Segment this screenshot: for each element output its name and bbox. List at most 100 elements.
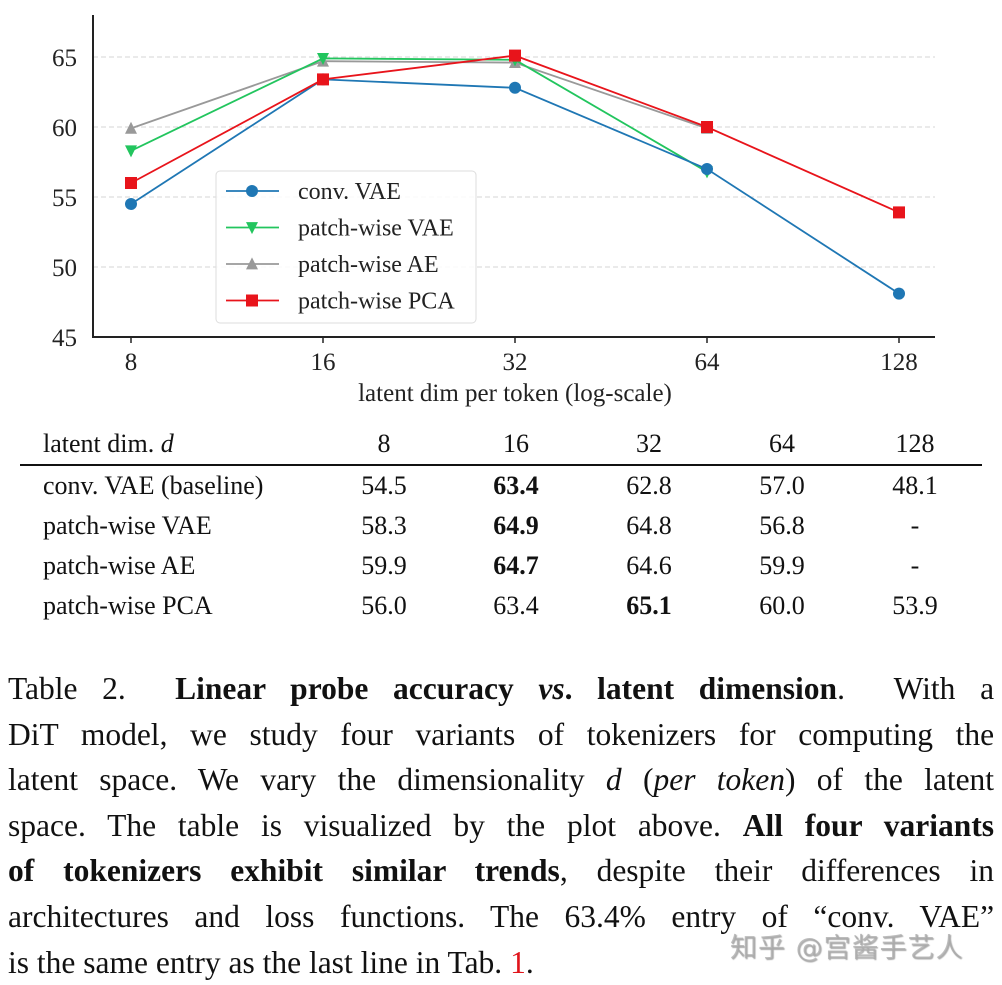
data-point	[125, 198, 137, 210]
data-point	[125, 177, 137, 189]
data-point	[125, 145, 137, 158]
row-label: conv. VAE (baseline)	[43, 471, 264, 500]
caption-text	[393, 717, 416, 752]
caption-text: space.	[8, 807, 86, 843]
caption-text	[843, 762, 864, 797]
row-label: patch-wise VAE	[43, 511, 212, 540]
line-chart: 45 50 55 60 65 8 16 32 64 128 latent dim per token…	[52, 15, 935, 407]
table-cell: 63.4	[493, 591, 539, 620]
caption-text	[156, 808, 178, 843]
caption-text	[150, 671, 175, 706]
data-point	[893, 287, 905, 300]
table-reference-link[interactable]: 1	[510, 944, 526, 980]
caption-text	[568, 853, 597, 888]
caption-text	[167, 717, 190, 752]
caption-text: 2.	[102, 671, 126, 706]
table-cell: 64.7	[493, 551, 539, 580]
table-cell: 64.6	[626, 551, 672, 580]
table-cell: 63.4	[493, 471, 539, 500]
table-cell: 62.8	[626, 471, 672, 500]
table-cell: 57.0	[759, 471, 805, 500]
caption-text	[465, 899, 490, 934]
caption-text	[177, 762, 198, 797]
caption-text: visualized	[303, 807, 432, 843]
x-tick-label: 8	[125, 349, 138, 376]
header-col: 64	[769, 429, 795, 458]
caption-line: DiT model, we study four variants of tok…	[8, 712, 994, 758]
table-row: conv. VAE (baseline) 54.5 63.4 62.8 57.0 48.1	[0, 469, 1002, 503]
series-line	[130, 60, 708, 130]
header-rule	[20, 464, 982, 466]
caption-text	[282, 808, 304, 843]
header-label-text: latent dim.	[43, 429, 161, 458]
legend-label: patch-wise AE	[298, 252, 439, 278]
caption-text: 63.4%	[564, 898, 646, 934]
data-point	[317, 53, 329, 65]
caption-text: of	[537, 716, 565, 752]
caption-text	[408, 945, 416, 980]
legend-box	[215, 170, 477, 324]
table-cell: -	[910, 511, 920, 540]
table-row: patch-wise PCA 56.0 63.4 65.1 60.0 53.9	[0, 589, 1002, 623]
caption-text: of	[816, 762, 844, 798]
caption-text	[502, 945, 510, 980]
caption-text: last	[308, 944, 353, 980]
legend-label: patch-wise PCA	[298, 289, 455, 315]
legend-marker	[246, 257, 258, 270]
caption-text: The	[490, 898, 539, 934]
caption-text: the	[337, 762, 377, 798]
caption-text	[485, 808, 507, 843]
caption-text: line	[360, 944, 408, 980]
caption-text: vs	[538, 671, 565, 706]
x-axis-label: latent dim per token (log-scale)	[358, 380, 672, 407]
table-cell: 59.9	[759, 551, 805, 580]
x-tick-label: 32	[503, 349, 528, 376]
y-tick-label: 55	[52, 185, 77, 212]
caption-text: latent	[924, 762, 995, 798]
header-variable: d	[160, 429, 174, 458]
table-cell: 56.0	[361, 591, 407, 620]
table-caption: Table 2. Linear probe accuracy vs. laten…	[8, 666, 994, 985]
caption-text: is	[8, 944, 30, 980]
caption-text: .	[525, 944, 534, 980]
caption-text	[376, 762, 397, 797]
table-cell: 53.9	[892, 591, 938, 620]
row-label: patch-wise AE	[43, 551, 196, 580]
x-tick-label: 64	[695, 349, 721, 376]
caption-text	[432, 808, 454, 843]
table-cell: 65.1	[626, 591, 672, 620]
watermark: 知乎 @宫酱手艺人	[730, 933, 964, 964]
caption-text: vary	[260, 762, 317, 798]
series-line	[130, 57, 708, 173]
caption-text: for	[738, 716, 776, 752]
caption-line: space. The table is visualized by the pl…	[8, 803, 994, 849]
y-tick-label: 65	[52, 45, 77, 72]
caption-text: table	[177, 807, 240, 843]
caption-line: is the same entry as the last line in Ta…	[8, 940, 994, 985]
caption-text	[686, 853, 715, 888]
caption-text: a	[980, 671, 995, 706]
header-col: 32	[636, 429, 662, 458]
caption-text	[29, 945, 37, 980]
caption-text: the	[36, 944, 76, 980]
table-cell: 56.8	[759, 511, 805, 540]
caption-text: of	[761, 898, 788, 934]
caption-text: . latent dimension	[564, 671, 838, 706]
caption-text: functions.	[339, 898, 466, 934]
table-cell: 64.9	[493, 511, 539, 540]
caption-text	[716, 717, 739, 752]
legend-marker	[246, 185, 258, 197]
caption-text: space.	[99, 762, 178, 798]
caption-line: Table 2. Linear probe accuracy vs. laten…	[8, 666, 994, 712]
data-point	[509, 81, 521, 94]
caption-text: differences	[801, 853, 941, 889]
data-point	[701, 163, 713, 175]
caption-text	[933, 717, 956, 752]
caption-text: DiT	[8, 716, 59, 752]
table-cell: -	[910, 551, 920, 580]
caption-text: “conv.	[813, 898, 895, 934]
table-row: patch-wise VAE 58.3 64.9 64.8 56.8 -	[0, 509, 1002, 543]
caption-text	[318, 717, 341, 752]
caption-text: Tab.	[447, 944, 503, 980]
caption-text: the	[506, 807, 546, 843]
